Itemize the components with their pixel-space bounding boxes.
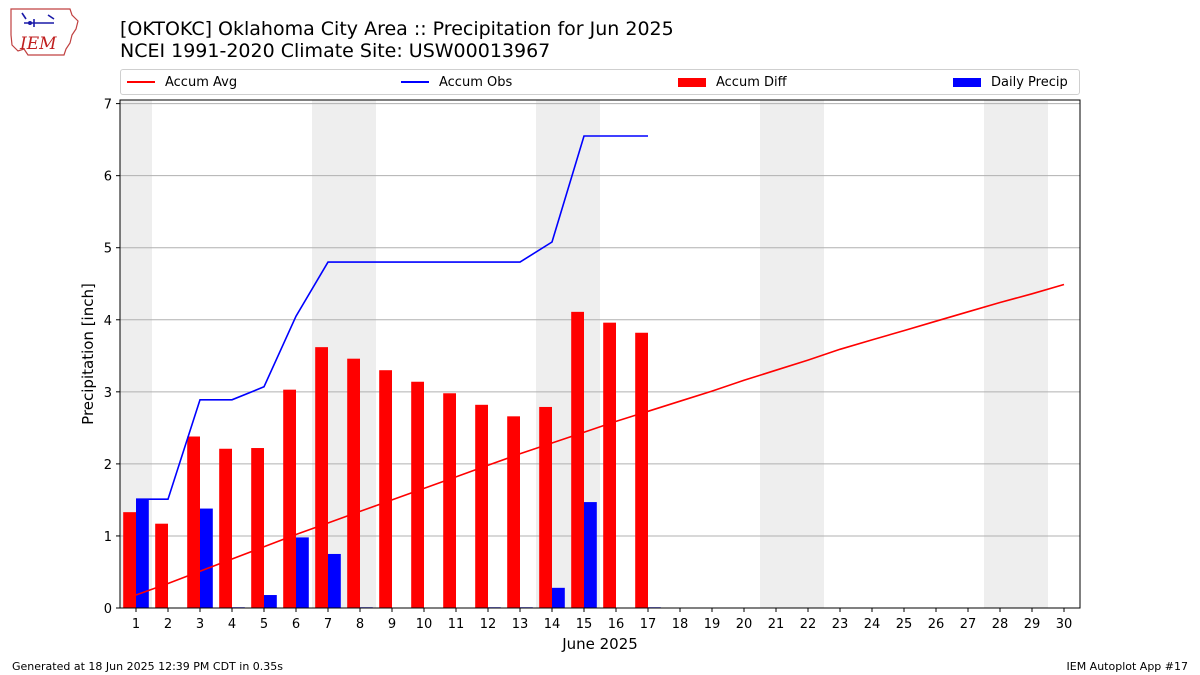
logo-text: IEM: [19, 34, 57, 54]
bar-accum-diff: [411, 381, 424, 608]
x-tick-label: 15: [576, 617, 593, 632]
weekend-shade: [984, 100, 1016, 608]
x-tick-label: 11: [448, 617, 465, 632]
x-tick-label: 27: [960, 617, 977, 632]
bar-accum-diff: [571, 311, 584, 608]
footer-generated-text: Generated at 18 Jun 2025 12:39 PM CDT in…: [12, 660, 284, 673]
y-tick-label: 0: [104, 602, 112, 617]
bar-accum-diff: [539, 406, 552, 608]
bar-daily-precip: [584, 502, 597, 608]
chart-subtitle: NCEI 1991-2020 Climate Site: USW00013967: [120, 40, 551, 62]
x-tick-label: 30: [1056, 617, 1073, 632]
bar-accum-diff: [219, 448, 232, 608]
legend-swatch-daily-precip: [953, 77, 981, 87]
bar-accum-diff: [283, 389, 296, 608]
legend-item-accum-obs: Accum Obs: [401, 70, 512, 94]
x-tick-label: 3: [196, 617, 204, 632]
y-tick-label: 5: [104, 242, 112, 257]
bar-accum-diff: [155, 523, 168, 608]
y-tick-label: 3: [104, 386, 112, 401]
legend-swatch-accum-obs: [401, 81, 429, 83]
x-tick-label: 14: [544, 617, 561, 632]
bar-accum-diff: [603, 322, 616, 608]
line-accum-obs: [136, 135, 648, 501]
x-tick-label: 8: [356, 617, 364, 632]
bar-daily-precip: [296, 537, 309, 608]
x-axis-label: June 2025: [561, 635, 638, 653]
x-tick-label: 9: [388, 617, 396, 632]
iem-logo: IEM: [10, 8, 79, 56]
x-tick-label: 29: [1024, 617, 1041, 632]
x-tick-label: 7: [324, 617, 332, 632]
x-tick-label: 18: [672, 617, 689, 632]
legend-item-daily-precip: Daily Precip: [953, 70, 1068, 94]
bar-accum-diff: [123, 512, 136, 608]
bar-accum-diff: [379, 370, 392, 608]
y-tick-label: 2: [104, 458, 112, 473]
bar-accum-diff: [251, 448, 264, 608]
x-tick-label: 22: [800, 617, 817, 632]
bar-accum-diff: [635, 332, 648, 608]
x-tick-label: 19: [704, 617, 721, 632]
x-tick-label: 17: [640, 617, 657, 632]
bar-daily-precip: [328, 553, 341, 608]
weekend-shade: [792, 100, 824, 608]
chart-title: [OKTOKC] Oklahoma City Area :: Precipita…: [120, 18, 674, 40]
weather-symbols-icon: [21, 12, 55, 27]
x-tick-label: 21: [768, 617, 785, 632]
y-axis-label: Precipitation [inch]: [79, 283, 97, 425]
bar-daily-precip: [200, 508, 213, 608]
y-tick-label: 1: [104, 530, 112, 545]
legend-swatch-accum-avg: [127, 81, 155, 83]
legend-label-accum-obs: Accum Obs: [439, 74, 513, 90]
legend-label-accum-avg: Accum Avg: [165, 74, 238, 90]
legend-item-accum-diff: Accum Diff: [678, 70, 787, 94]
bar-accum-diff: [347, 358, 360, 608]
x-tick-label: 6: [292, 617, 300, 632]
bar-accum-diff: [443, 393, 456, 608]
weekend-shade: [1016, 100, 1048, 608]
legend-label-daily-precip: Daily Precip: [991, 74, 1068, 90]
x-tick-label: 24: [864, 617, 881, 632]
x-tick-label: 1: [132, 617, 140, 632]
x-tick-label: 5: [260, 617, 268, 632]
x-tick-label: 23: [832, 617, 849, 632]
bar-accum-diff: [475, 404, 488, 608]
y-tick-label: 7: [104, 98, 112, 113]
chart-legend: Accum Avg Accum Obs Accum Diff Daily Pre…: [120, 69, 1080, 95]
y-tick-label: 4: [104, 314, 112, 329]
x-tick-label: 10: [416, 617, 433, 632]
x-tick-label: 13: [512, 617, 529, 632]
bar-daily-precip: [552, 587, 565, 608]
iowa-outline-icon: [10, 8, 79, 56]
x-tick-label: 12: [480, 617, 497, 632]
plot-frame: [119, 99, 1081, 609]
weekend-shade: [760, 100, 792, 608]
line-accum-avg: [135, 283, 1065, 596]
legend-swatch-accum-diff: [678, 77, 706, 87]
footer-app-label: IEM Autoplot App #17: [1066, 660, 1189, 673]
x-tick-label: 4: [228, 617, 236, 632]
x-tick-label: 20: [736, 617, 753, 632]
bar-daily-precip: [264, 595, 277, 608]
bar-accum-diff: [507, 416, 520, 608]
x-tick-label: 28: [992, 617, 1009, 632]
x-tick-label: 26: [928, 617, 945, 632]
legend-item-accum-avg: Accum Avg: [127, 70, 237, 94]
y-tick-label: 6: [104, 170, 112, 185]
bar-accum-diff: [187, 436, 200, 608]
legend-label-accum-diff: Accum Diff: [716, 74, 787, 90]
x-tick-label: 25: [896, 617, 913, 632]
bar-daily-precip: [136, 499, 149, 608]
x-tick-label: 2: [164, 617, 172, 632]
x-tick-label: 16: [608, 617, 625, 632]
bar-accum-diff: [315, 347, 328, 608]
